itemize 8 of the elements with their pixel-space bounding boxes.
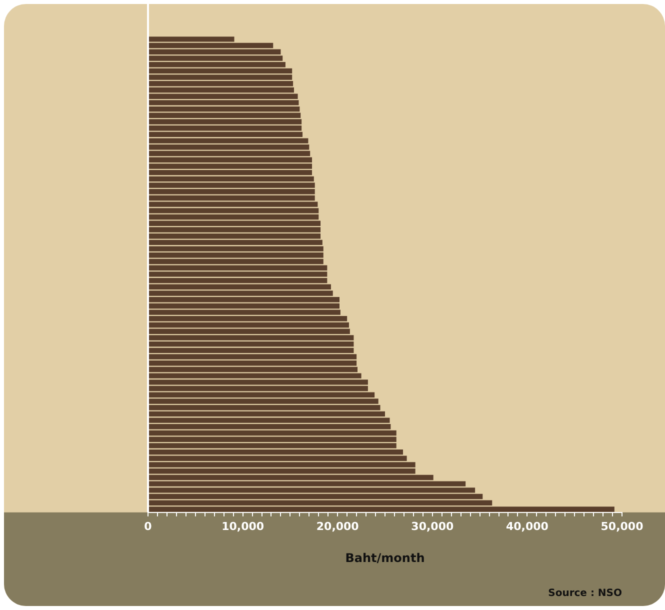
x-tick-label: 10,000 — [222, 520, 264, 533]
source-note: Source : NSO — [548, 588, 622, 599]
x-tick-label: 0 — [144, 520, 152, 533]
x-tick-label: 50,000 — [600, 520, 644, 533]
x-tick-label: 20,000 — [316, 520, 360, 533]
x-tick-label: 30,000 — [411, 520, 454, 533]
x-tick-label: 40,000 — [506, 520, 549, 533]
x-axis-title: Baht/month — [345, 550, 425, 565]
